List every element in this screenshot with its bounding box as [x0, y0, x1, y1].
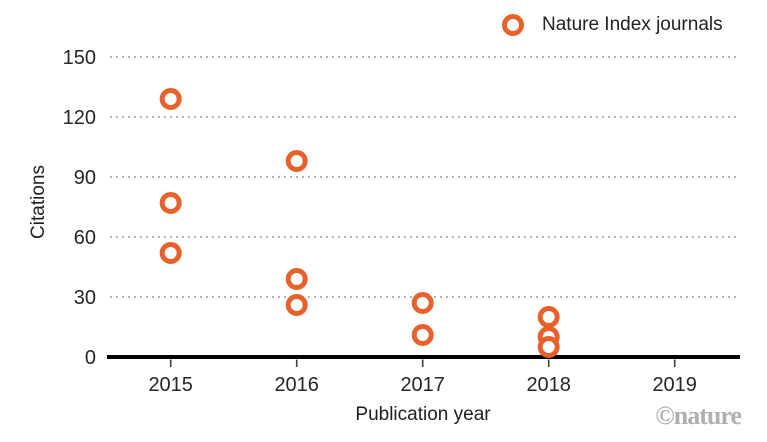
y-tick-label: 120	[63, 107, 96, 129]
data-point	[159, 192, 182, 214]
data-point	[537, 306, 560, 328]
y-axis-title: Citations	[28, 165, 49, 239]
nature-watermark: ©nature	[655, 401, 742, 430]
data-point	[411, 292, 434, 314]
data-point	[537, 336, 560, 358]
data-point	[285, 294, 308, 316]
data-point	[159, 88, 182, 110]
data-point	[411, 324, 434, 346]
x-tick-label: 2019	[652, 374, 697, 396]
data-point	[285, 150, 308, 172]
y-tick-label: 0	[85, 347, 96, 369]
data-point	[285, 268, 308, 290]
x-tick-label: 2016	[274, 374, 319, 396]
legend-open-circle-icon	[502, 14, 524, 36]
y-tick-label: 60	[74, 227, 96, 249]
y-tick-label: 90	[74, 167, 96, 189]
chart-legend: Nature Index journals	[502, 14, 723, 36]
y-tick-label: 30	[74, 287, 96, 309]
x-axis-title: Publication year	[355, 404, 491, 425]
y-tick-label: 150	[63, 47, 96, 69]
legend-label: Nature Index journals	[542, 14, 723, 35]
x-tick-label: 2018	[526, 374, 571, 396]
data-point	[159, 242, 182, 264]
x-tick-label: 2015	[148, 374, 193, 396]
x-tick-label: 2017	[400, 374, 445, 396]
